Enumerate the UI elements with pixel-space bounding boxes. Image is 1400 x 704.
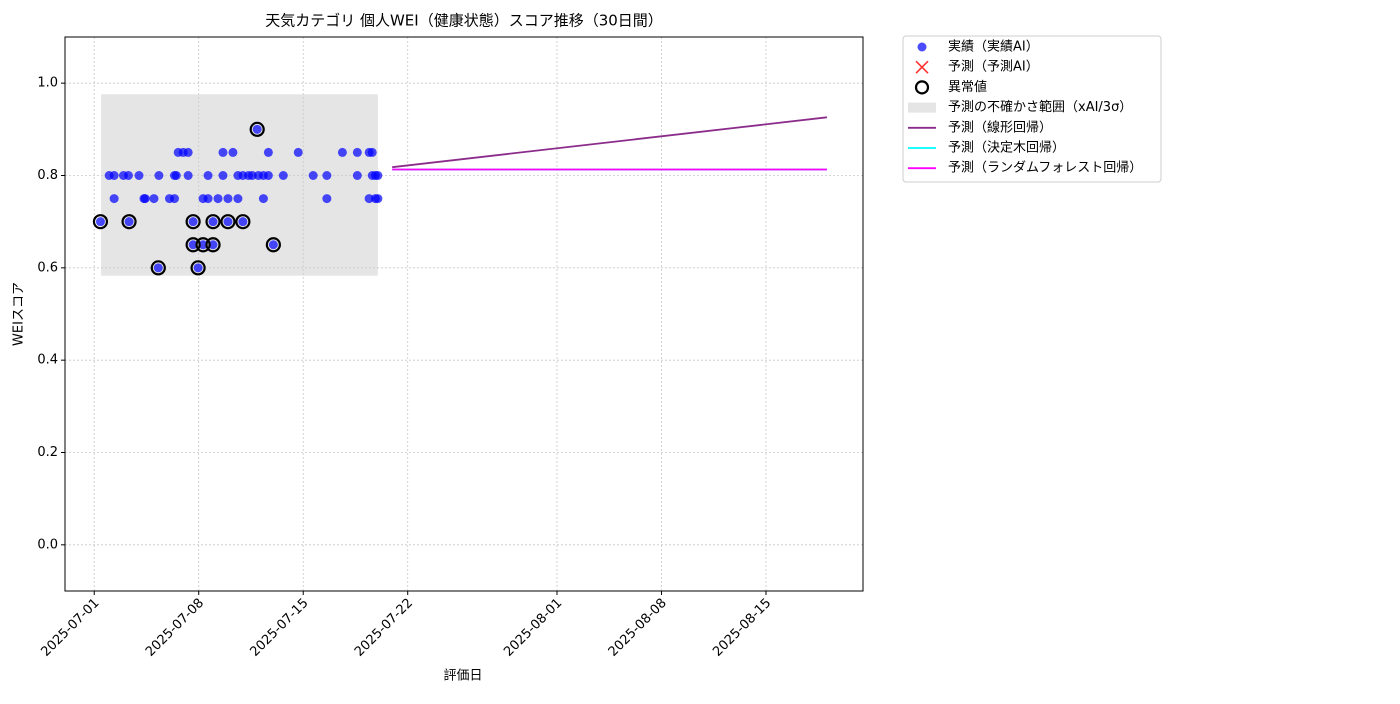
data-point xyxy=(123,171,133,180)
legend-label: 実績（実績AI） xyxy=(948,39,1039,55)
data-point xyxy=(154,171,164,180)
data-point xyxy=(208,240,218,250)
data-point xyxy=(183,147,193,157)
data-point xyxy=(153,263,163,273)
data-point xyxy=(268,240,278,250)
cross-marker xyxy=(915,60,929,74)
legend-label: 予測（線形回帰） xyxy=(948,119,1052,135)
x-tick-label: 2025-08-08 xyxy=(606,596,670,660)
data-point xyxy=(247,171,257,180)
legend-symbol xyxy=(908,102,936,113)
data-point xyxy=(223,217,233,227)
data-point xyxy=(352,147,362,157)
data-point xyxy=(203,171,213,180)
y-tick-label: 0.4 xyxy=(37,353,58,368)
data-point xyxy=(193,263,203,273)
data-point xyxy=(188,217,198,227)
uncertainty-band xyxy=(101,94,378,276)
data-point xyxy=(263,171,273,180)
legend-symbol xyxy=(914,80,930,95)
plot-area xyxy=(92,94,828,276)
y-tick-label: 0.8 xyxy=(37,168,58,183)
data-point xyxy=(238,217,248,227)
anomaly-ring xyxy=(121,214,137,230)
anomaly-ring xyxy=(185,214,201,230)
x-tick-label: 2025-08-01 xyxy=(501,596,565,660)
anomaly-ring xyxy=(235,214,251,230)
data-point xyxy=(188,240,198,250)
anomaly-ring xyxy=(220,214,236,230)
data-point xyxy=(278,171,288,180)
data-point xyxy=(203,194,213,204)
data-point xyxy=(109,171,119,180)
data-point xyxy=(293,147,303,157)
data-point xyxy=(364,194,374,204)
data-point xyxy=(213,194,223,204)
anomaly-ring xyxy=(150,260,166,276)
anomaly-ring xyxy=(190,260,206,276)
data-point xyxy=(308,171,318,180)
data-point xyxy=(208,217,218,227)
data-point xyxy=(171,171,181,180)
data-point xyxy=(218,147,228,157)
data-point xyxy=(183,171,193,180)
x-tick-label: 2025-07-15 xyxy=(247,596,311,660)
anomaly-ring xyxy=(205,214,221,230)
data-point xyxy=(322,194,332,204)
data-point xyxy=(373,194,383,204)
plot-frame xyxy=(64,36,864,592)
anomaly-ring xyxy=(92,214,109,230)
y-axis-label: WEIスコア xyxy=(12,282,27,346)
data-point xyxy=(352,171,362,180)
x-axis-label: 評価日 xyxy=(443,669,482,684)
anomaly-ring xyxy=(195,237,211,253)
data-point xyxy=(134,171,144,180)
x-tick-label: 2025-07-01 xyxy=(38,596,102,660)
data-point xyxy=(198,240,208,250)
legend-symbol xyxy=(917,42,927,52)
anomaly-ring xyxy=(205,237,221,253)
y-tick-label: 0.6 xyxy=(37,260,58,275)
data-point xyxy=(322,171,332,180)
data-point xyxy=(258,194,268,204)
data-point xyxy=(109,194,119,204)
y-tick-label: 0.2 xyxy=(37,445,58,460)
x-tick-label: 2025-07-22 xyxy=(352,596,416,660)
data-point xyxy=(149,194,159,204)
data-point xyxy=(218,171,228,180)
legend-label: 予測の不確かさ範囲（xAI/3σ） xyxy=(948,99,1132,115)
data-point xyxy=(95,217,105,227)
data-point xyxy=(228,147,238,157)
data-point xyxy=(263,147,273,157)
legend-label: 異常値 xyxy=(948,79,987,95)
data-point xyxy=(233,194,243,204)
legend-label: 予測（ランダムフォレスト回帰） xyxy=(948,160,1142,176)
y-tick-label: 0.0 xyxy=(37,537,58,552)
forecast-line xyxy=(392,116,828,169)
anomaly-ring xyxy=(185,237,201,253)
legend-label: 予測（決定木回帰） xyxy=(948,140,1065,156)
anomaly-ring xyxy=(265,237,281,253)
data-point xyxy=(252,124,262,134)
chart-title: 天気カテゴリ 個人WEI（健康状態）スコア推移（30日間） xyxy=(265,12,663,30)
data-point xyxy=(124,217,134,227)
data-point xyxy=(367,147,377,157)
data-point xyxy=(337,147,347,157)
data-point xyxy=(140,194,150,204)
data-point xyxy=(169,194,179,204)
legend-box xyxy=(902,35,1162,183)
legend-label: 予測（予測AI） xyxy=(948,60,1039,75)
x-tick-label: 2025-08-15 xyxy=(710,596,774,660)
data-point xyxy=(223,194,233,204)
x-tick-label: 2025-07-08 xyxy=(143,596,207,660)
data-point xyxy=(373,171,383,180)
anomaly-ring xyxy=(249,121,265,137)
y-tick-label: 1.0 xyxy=(37,76,58,91)
